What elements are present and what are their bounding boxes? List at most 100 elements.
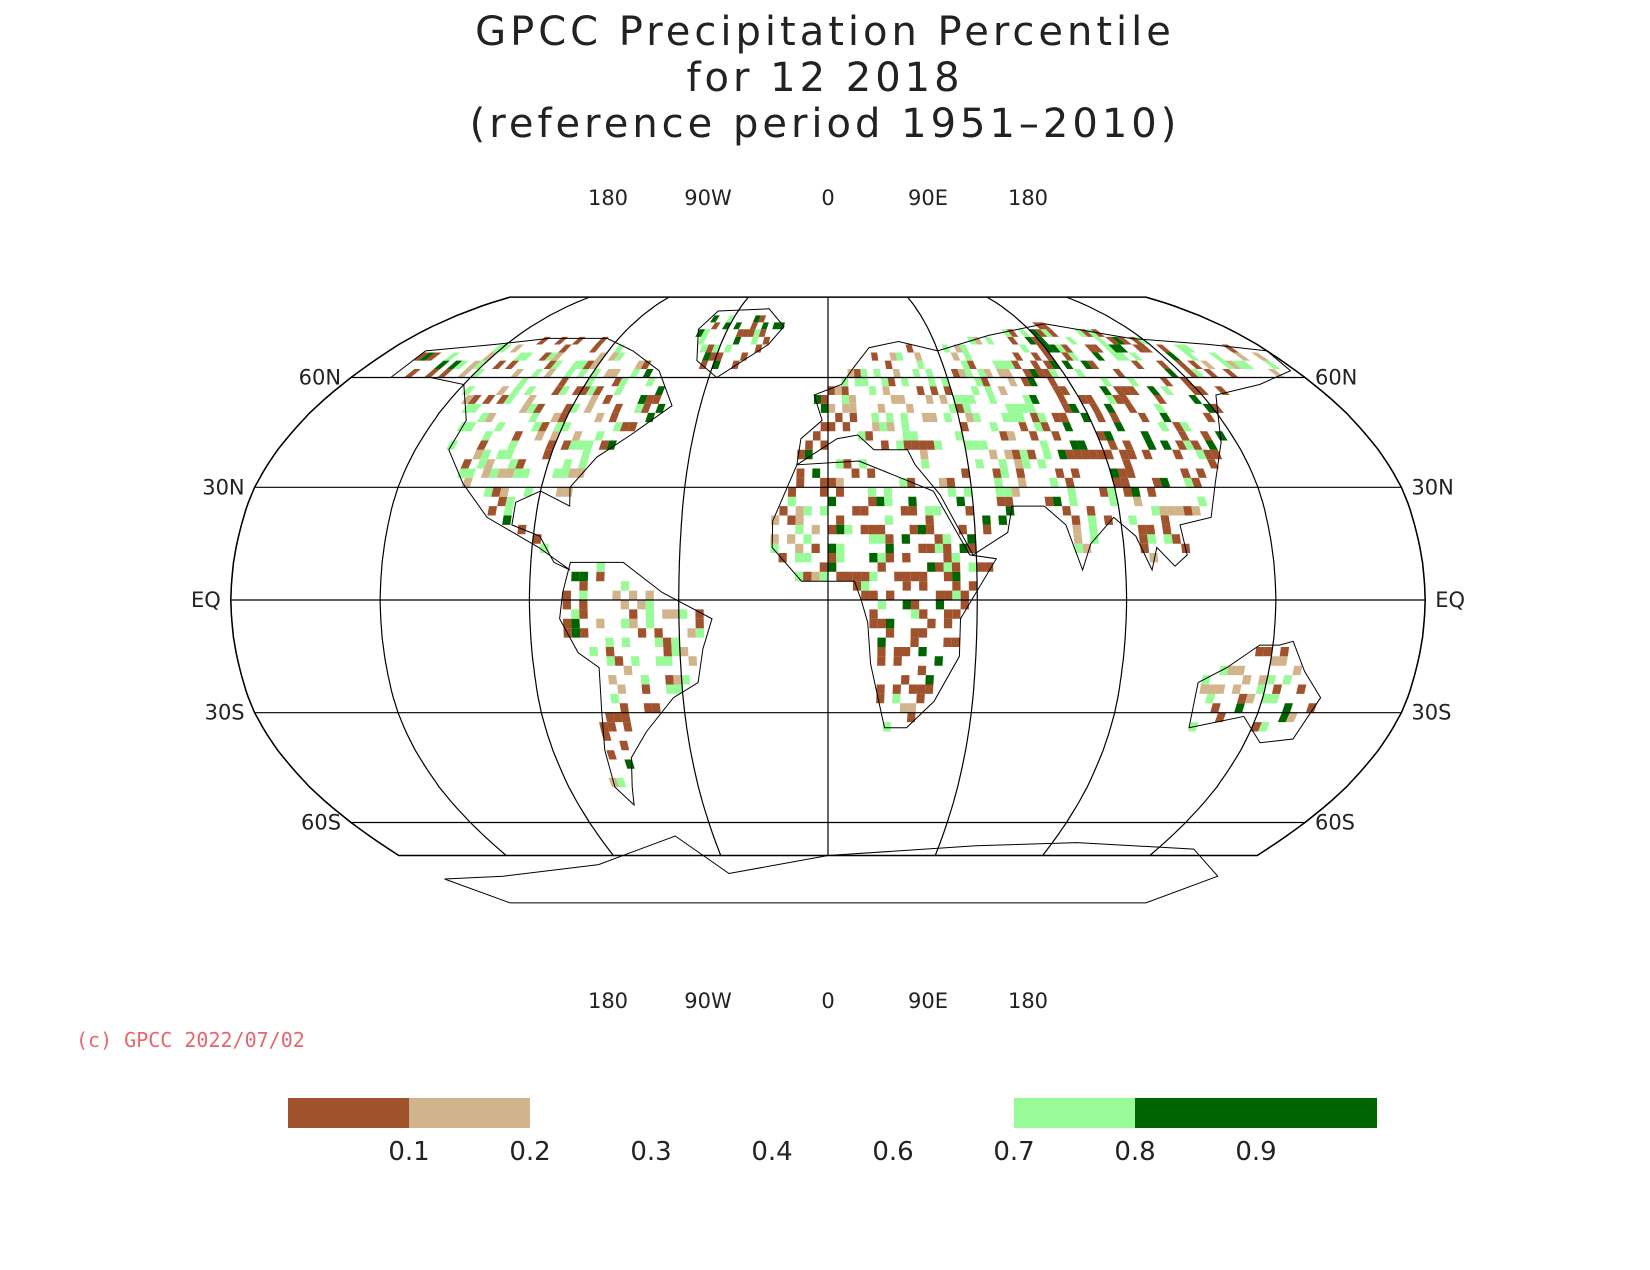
percentile-cell (988, 449, 999, 460)
percentile-cell (894, 571, 903, 582)
percentile-cell (1109, 468, 1120, 478)
percentile-cell (880, 440, 890, 450)
percentile-cell (1011, 487, 1021, 497)
percentile-cell (562, 600, 571, 610)
percentile-cell (900, 377, 910, 387)
percentile-cell (1087, 449, 1099, 460)
percentile-cell (1080, 449, 1091, 460)
legend-swatch (893, 1098, 1014, 1128)
percentile-cell (868, 524, 878, 535)
percentile-cell (621, 712, 631, 723)
percentile-cell (1030, 352, 1043, 361)
percentile-cell (621, 637, 631, 647)
percentile-cell (992, 468, 1002, 478)
latitude-label-right: 60N (1315, 365, 1357, 389)
percentile-cell (1004, 496, 1014, 507)
percentile-cell (1000, 412, 1011, 423)
percentile-cell (1207, 684, 1218, 694)
percentile-cell (1173, 344, 1190, 353)
percentile-cell (629, 369, 641, 378)
percentile-cell (614, 656, 624, 666)
percentile-cell (662, 637, 672, 647)
percentile-cell (1160, 386, 1175, 395)
copyright-note: (c) GPCC 2022/07/02 (76, 1028, 305, 1052)
percentile-cell (849, 412, 858, 423)
percentile-cell (750, 336, 759, 345)
percentile-cell (1011, 352, 1024, 361)
percentile-cell (916, 693, 925, 704)
percentile-cell (951, 637, 961, 647)
percentile-cell (446, 360, 463, 369)
percentile-cell (1183, 477, 1195, 488)
percentile-cell (1159, 412, 1172, 423)
percentile-cell (584, 377, 597, 387)
percentile-cell (571, 609, 580, 619)
coastline (1188, 640, 1322, 744)
percentile-cell (496, 344, 513, 353)
percentile-cell (952, 571, 961, 582)
percentile-cell (1076, 440, 1088, 450)
percentile-cell (1152, 403, 1167, 413)
percentile-cell (960, 590, 969, 600)
percentile-cell (967, 543, 977, 553)
percentile-cell (561, 403, 574, 413)
percentile-cell (1112, 477, 1123, 488)
percentile-cell (1068, 496, 1079, 507)
percentile-cell (934, 656, 943, 666)
percentile-cell (1028, 369, 1040, 378)
percentile-cell (583, 403, 595, 413)
percentile-cell (1058, 412, 1070, 423)
percentile-cell (671, 637, 680, 647)
percentile-cell (418, 352, 436, 361)
percentile-cell (879, 422, 888, 432)
percentile-cell (490, 344, 507, 353)
percentile-cell (523, 386, 537, 395)
longitude-label-bottom: 90E (908, 989, 948, 1013)
percentile-cell (787, 487, 797, 497)
percentile-cell (877, 656, 886, 666)
percentile-cell (857, 431, 866, 441)
percentile-cell (899, 703, 909, 713)
percentile-cell (951, 553, 961, 563)
percentile-cell (525, 403, 539, 413)
percentile-cell (916, 684, 926, 694)
percentile-cell (460, 459, 473, 469)
percentile-cell (1084, 395, 1097, 404)
percentile-cell (869, 618, 878, 629)
percentile-cell (934, 534, 943, 544)
percentile-cell (481, 431, 494, 441)
percentile-cell (618, 377, 630, 387)
percentile-cell (1113, 422, 1126, 432)
percentile-cell (959, 344, 969, 353)
percentile-cell (1073, 329, 1088, 337)
percentile-cell (852, 506, 861, 516)
percentile-cell (983, 369, 994, 378)
percentile-cell (483, 487, 494, 497)
percentile-cell (811, 571, 820, 582)
percentile-cell (993, 477, 1004, 488)
percentile-cell (919, 449, 929, 460)
percentile-cell (654, 637, 664, 647)
percentile-cell (504, 360, 520, 369)
percentile-cell (1054, 468, 1065, 478)
percentile-cell (612, 403, 624, 413)
percentile-cell (1003, 487, 1013, 497)
percentile-cell (1146, 487, 1157, 497)
percentile-cell (567, 468, 578, 478)
percentile-cell (873, 369, 881, 378)
percentile-cell (753, 329, 761, 337)
percentile-cell (642, 369, 654, 378)
percentile-cell (511, 431, 524, 441)
percentile-cell (1241, 675, 1252, 685)
percentile-cell (1018, 403, 1030, 413)
percentile-cell (959, 543, 968, 553)
percentile-cell (630, 656, 640, 666)
percentile-cell (820, 422, 828, 432)
percentile-cell (1193, 386, 1209, 395)
percentile-cell (758, 315, 767, 323)
percentile-cell (1021, 369, 1034, 378)
percentile-cell (836, 543, 845, 553)
percentile-cell (847, 369, 855, 378)
percentile-cell (953, 344, 963, 353)
percentile-cell (563, 369, 576, 378)
